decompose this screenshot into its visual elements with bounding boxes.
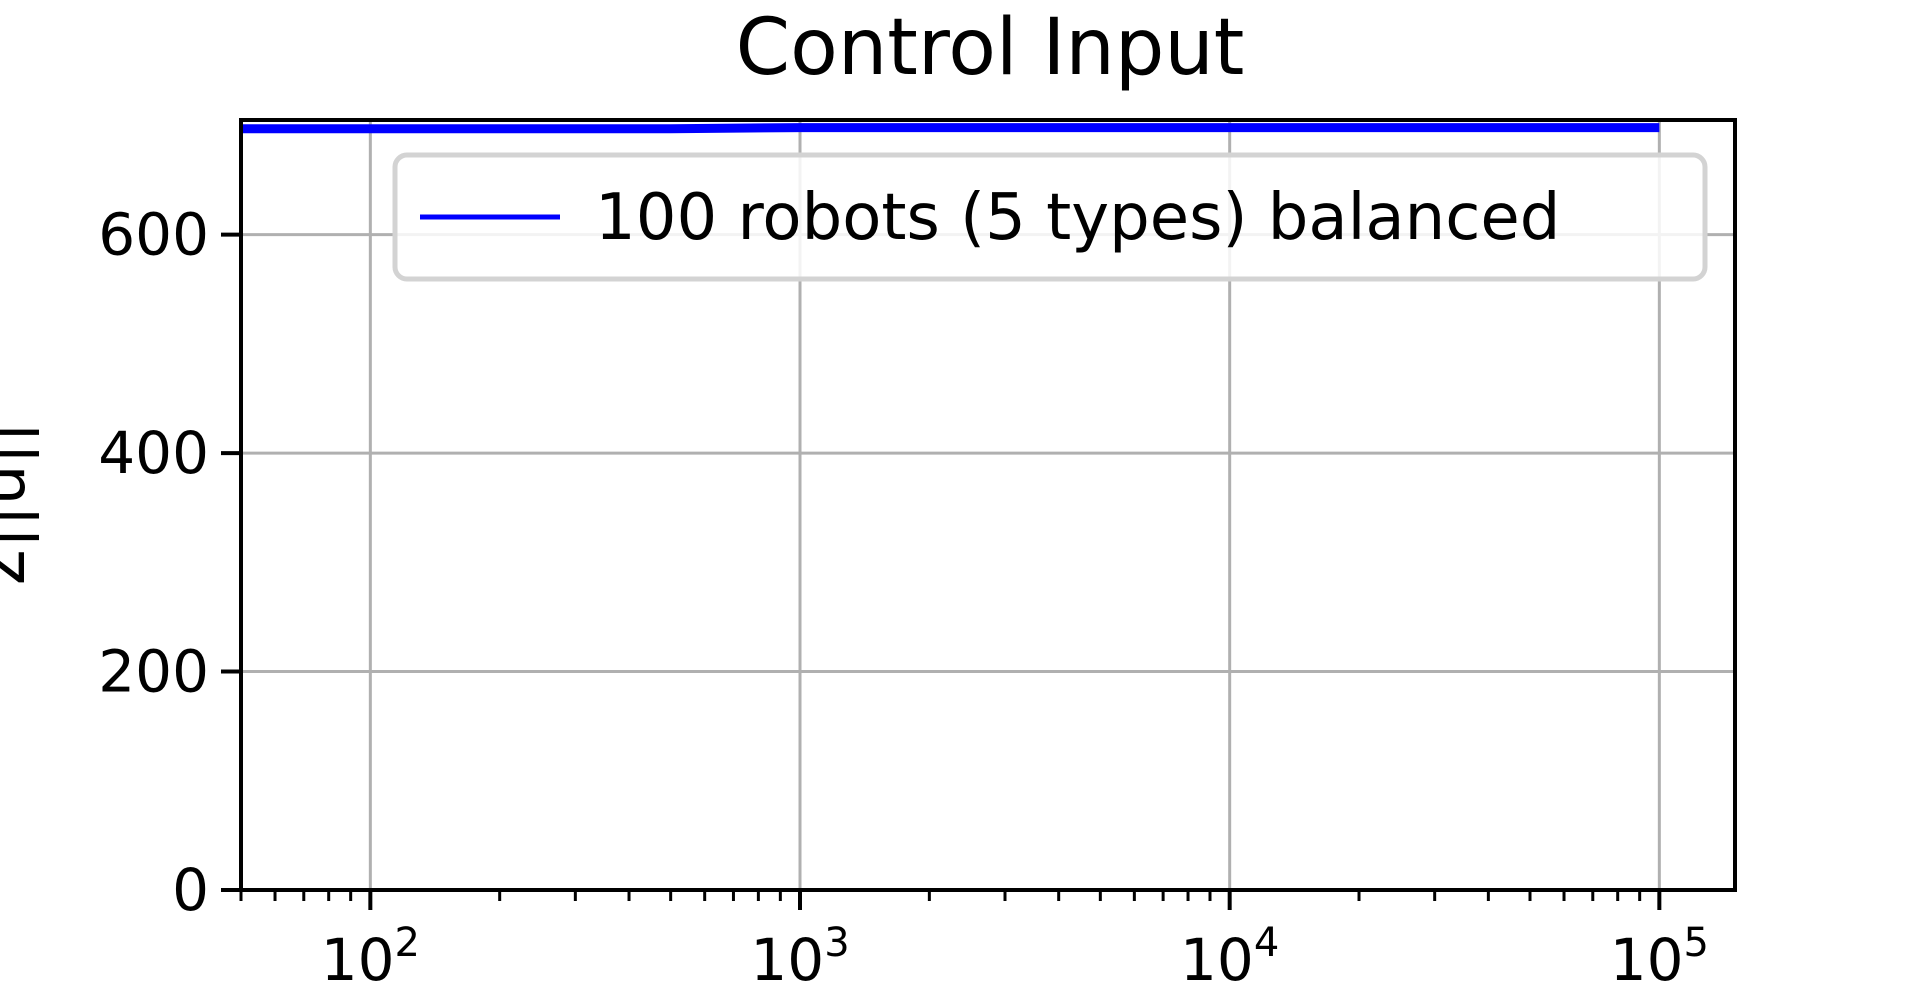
legend: 100 robots (5 types) balanced [392, 152, 1708, 282]
y-tick-label: 0 [172, 856, 209, 924]
y-tick-label: 400 [98, 419, 209, 487]
y-axis-label: Σ||u|| [0, 421, 40, 588]
legend-box [392, 152, 1708, 282]
y-tick-label: 200 [98, 638, 209, 706]
series-layer [241, 123, 1660, 134]
legend-label: 100 robots (5 types) balanced [595, 181, 1560, 255]
y-tick-label: 600 [98, 201, 209, 269]
chart-title: Control Input [736, 3, 1245, 93]
x-tick-label: 102 [321, 920, 420, 994]
x-tick-label: 103 [750, 920, 849, 994]
series-line [241, 123, 1660, 134]
plot-frame [239, 118, 1737, 892]
x-tick-label: 104 [1180, 920, 1279, 994]
axes-layer: 102 103 104 105 0 200 400 600 [98, 118, 1737, 994]
x-tick-label: 105 [1610, 920, 1709, 994]
